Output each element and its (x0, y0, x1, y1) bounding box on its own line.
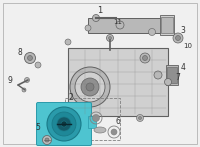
Circle shape (70, 67, 110, 107)
Circle shape (111, 129, 117, 135)
Circle shape (85, 25, 91, 31)
Bar (160, 15, 174, 35)
Circle shape (52, 112, 76, 136)
Circle shape (92, 15, 100, 21)
Text: 6: 6 (116, 117, 120, 127)
Circle shape (140, 53, 150, 63)
Circle shape (138, 117, 142, 120)
Circle shape (61, 121, 67, 127)
Circle shape (81, 78, 99, 96)
Text: 5: 5 (36, 123, 40, 132)
Circle shape (142, 56, 148, 61)
Circle shape (136, 115, 144, 122)
Circle shape (173, 33, 183, 43)
Bar (167, 67, 177, 83)
Circle shape (154, 71, 162, 79)
Text: 4: 4 (181, 62, 185, 71)
Text: 10: 10 (184, 43, 192, 49)
Text: 11: 11 (114, 19, 122, 25)
Bar (166, 65, 178, 85)
Circle shape (86, 83, 94, 91)
Circle shape (24, 77, 30, 82)
Circle shape (148, 29, 156, 35)
Circle shape (108, 36, 112, 40)
Text: 9: 9 (8, 76, 12, 85)
Circle shape (116, 21, 124, 29)
FancyBboxPatch shape (36, 102, 92, 146)
Circle shape (22, 88, 26, 92)
Text: 3: 3 (181, 25, 185, 35)
Bar (65, 98, 120, 140)
Text: 8: 8 (18, 47, 22, 56)
Text: 2: 2 (69, 93, 73, 102)
Circle shape (176, 35, 180, 41)
Bar (88, 116, 96, 128)
Circle shape (28, 56, 32, 61)
Text: 7: 7 (176, 72, 180, 81)
Circle shape (92, 115, 100, 122)
Bar (88, 18, 163, 33)
Circle shape (164, 78, 172, 86)
Circle shape (75, 72, 105, 102)
Bar (161, 17, 173, 33)
Text: 1: 1 (97, 6, 103, 15)
Circle shape (35, 62, 41, 68)
Bar (68, 48, 168, 116)
Circle shape (24, 52, 36, 64)
Circle shape (65, 39, 71, 45)
Circle shape (57, 117, 71, 131)
Ellipse shape (94, 127, 106, 133)
Circle shape (42, 136, 52, 145)
Circle shape (106, 35, 114, 41)
Circle shape (47, 107, 81, 141)
Circle shape (45, 138, 49, 142)
